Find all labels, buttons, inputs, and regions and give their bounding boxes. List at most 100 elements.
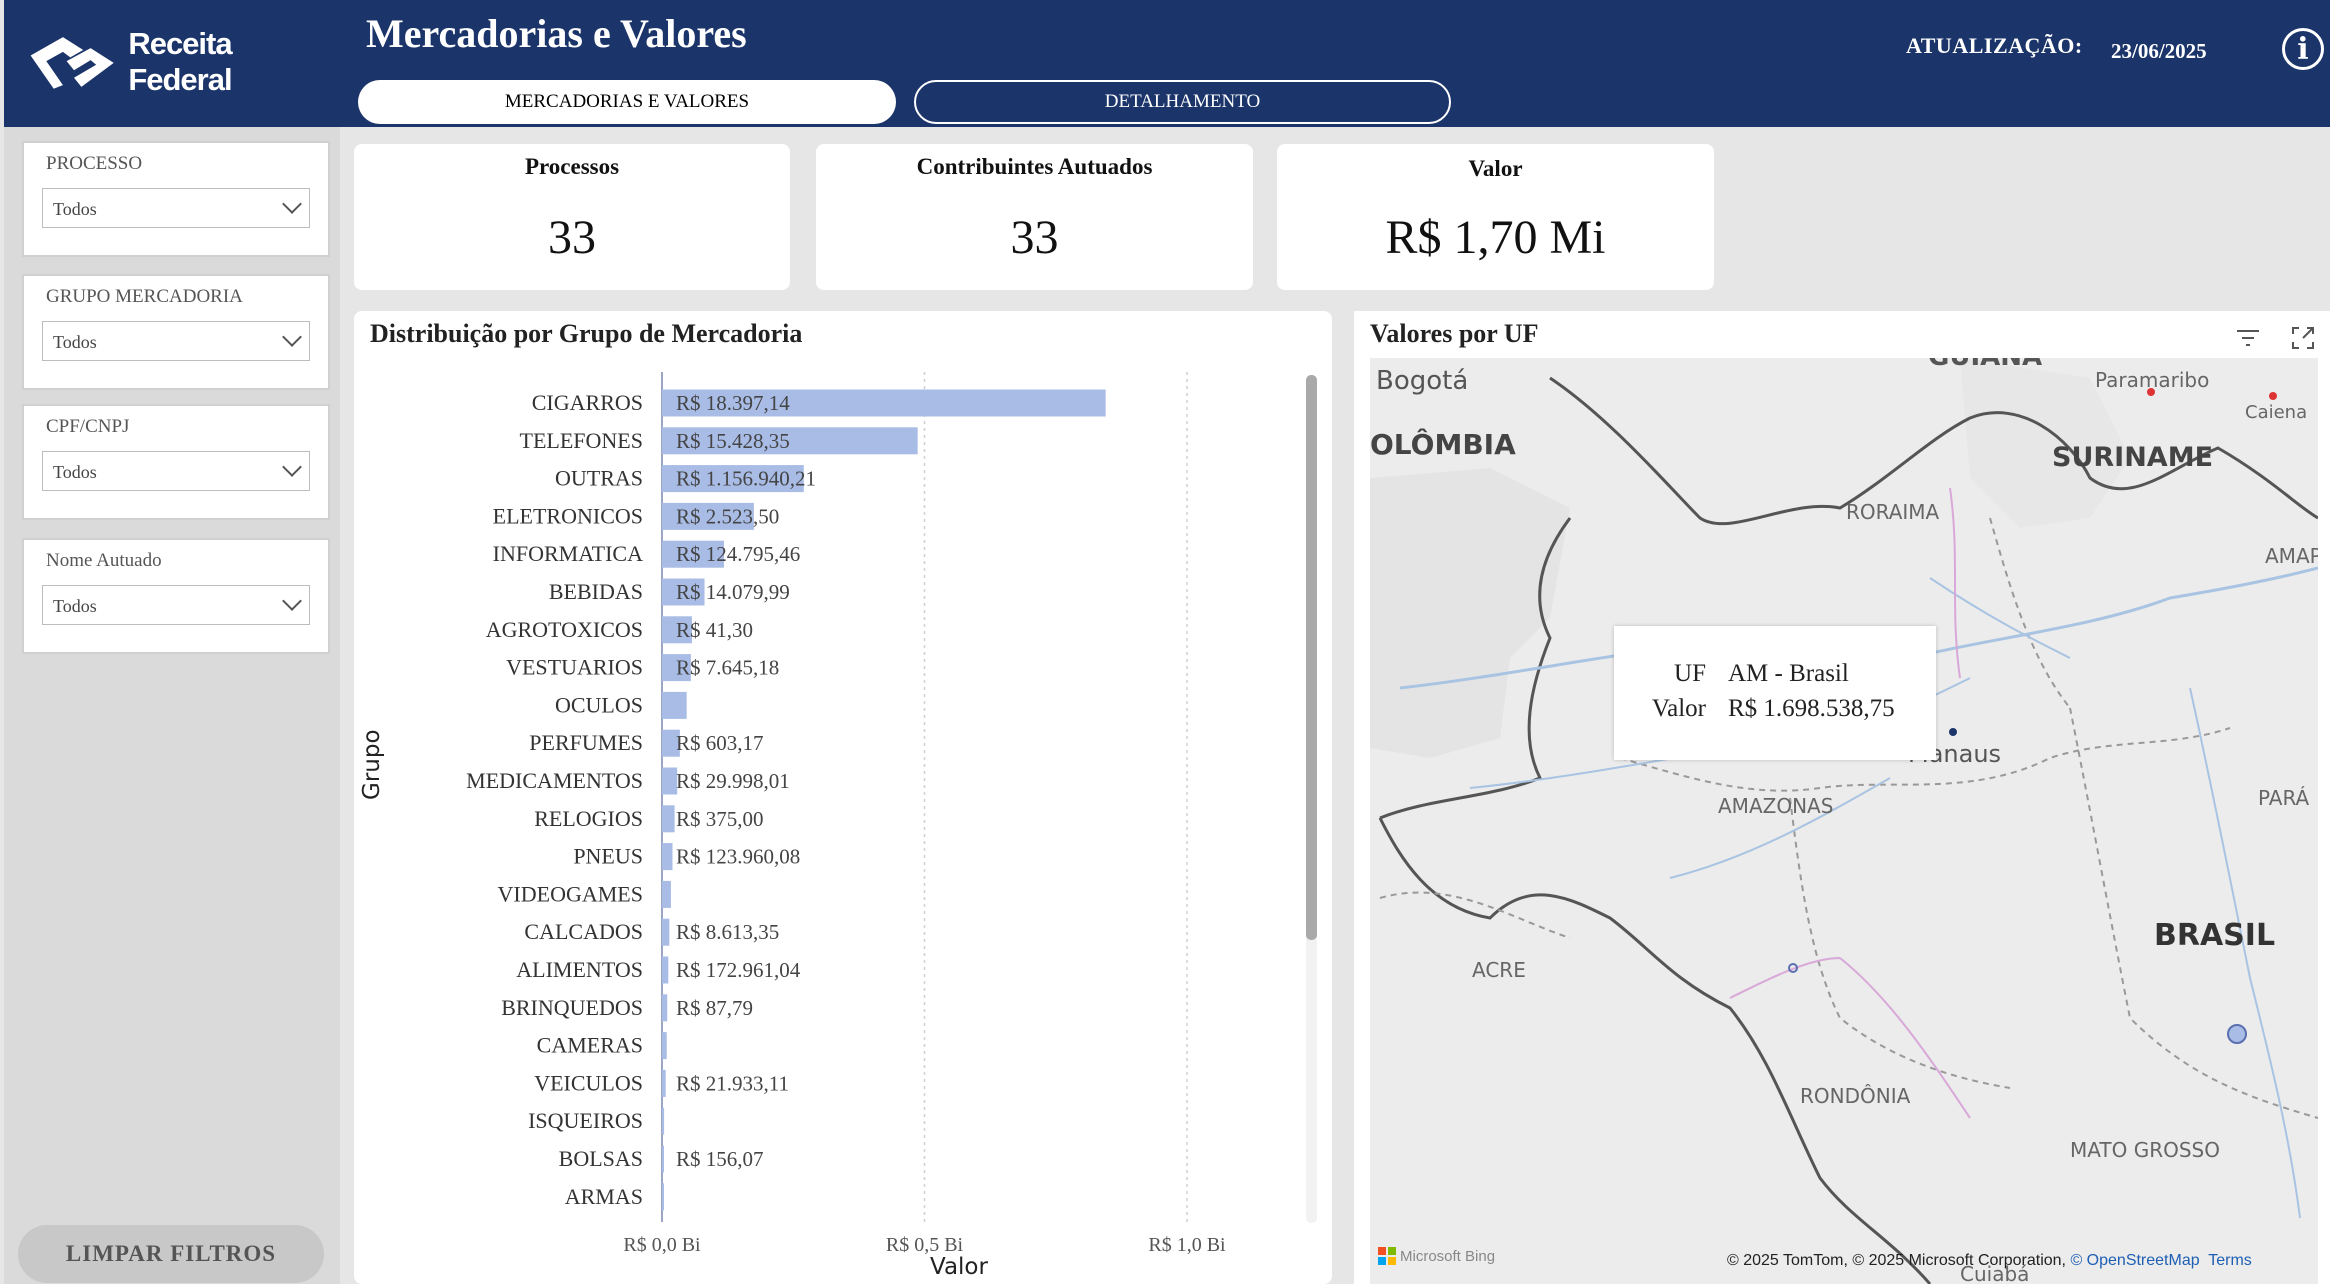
bar-outras xyxy=(662,465,804,493)
dropdown-value: Todos xyxy=(53,332,97,352)
map-attribution: © 2025 TomTom, © 2025 Microsoft Corporat… xyxy=(1727,1252,2252,1270)
tooltip-key: Valor xyxy=(1651,695,1706,722)
bar-veiculos xyxy=(662,1069,666,1097)
data-label: R$ 15.428,35 xyxy=(676,429,790,453)
bar-calcados xyxy=(662,918,670,946)
x-tick-label: R$ 0,5 Bi xyxy=(886,1234,964,1256)
dropdown-value: Todos xyxy=(53,462,97,482)
map-label-mato-grosso: MATO GROSSO xyxy=(2070,1138,2220,1162)
kpi-value: 33 xyxy=(1010,211,1059,264)
map-label-paramaribo: Paramaribo xyxy=(2095,368,2210,392)
map-label-para: PARÁ xyxy=(2258,786,2310,810)
update-date: 23/06/2025 xyxy=(2111,39,2207,63)
kpi-value: 33 xyxy=(548,211,596,264)
tooltip-key: UF xyxy=(1674,660,1706,687)
x-tick-label: R$ 0,0 Bi xyxy=(623,1234,701,1256)
kpi-value: R$ 1,70 Mi xyxy=(1385,211,1606,264)
tab-detalhamento[interactable]: DETALHAMENTO xyxy=(914,80,1451,124)
category-label: OCULOS xyxy=(555,692,643,717)
map-label-amazonas: AMAZONAS xyxy=(1718,794,1834,818)
filter-label: CPF/CNPJ xyxy=(46,416,130,437)
terms-link[interactable]: Terms xyxy=(2208,1252,2252,1269)
y-axis-label: Grupo xyxy=(359,729,385,800)
map-label-cuiaba: Cuiabá xyxy=(1960,1262,2030,1284)
bar-informatica xyxy=(662,540,724,568)
category-label: VESTUARIOS xyxy=(506,655,643,680)
data-label: R$ 7.645,18 xyxy=(676,656,779,680)
map-title: Valores por UF xyxy=(1370,319,1539,348)
bar-cigarros xyxy=(662,389,1106,417)
bar-medicamentos xyxy=(662,767,678,795)
bar-armas xyxy=(662,1183,664,1211)
map-canvas[interactable]: Bogotá OLÔMBIA GUIANA Paramaribo Caiena … xyxy=(1370,358,2318,1284)
kpi-card-contribuintes: Contribuintes Autuados 33 xyxy=(816,144,1253,290)
bar-cameras xyxy=(662,1032,667,1060)
data-label: R$ 156,07 xyxy=(676,1147,764,1171)
bar-pneus xyxy=(662,843,673,871)
data-label: R$ 14.079,99 xyxy=(676,580,790,604)
kpi-title: Contribuintes Autuados xyxy=(916,154,1153,179)
category-label: ARMAS xyxy=(565,1184,643,1209)
bar-perfumes xyxy=(662,729,680,757)
cpf-cnpj-dropdown[interactable]: Todos xyxy=(42,451,310,491)
filter-nome-autuado: Nome Autuado Todos xyxy=(22,538,330,654)
category-label: AGROTOXICOS xyxy=(486,617,643,642)
receita-logo-icon xyxy=(30,37,114,89)
x-axis-label: Valor xyxy=(930,1254,988,1280)
data-label: R$ 29.998,01 xyxy=(676,769,790,793)
category-label: BRINQUEDOS xyxy=(501,995,643,1020)
map-label-rondonia: RONDÔNIA xyxy=(1800,1084,1911,1108)
data-label: R$ 2.523,50 xyxy=(676,504,779,528)
category-label: OUTRAS xyxy=(555,466,643,491)
bing-text: Microsoft Bing xyxy=(1400,1247,1496,1265)
processo-dropdown[interactable]: Todos xyxy=(42,188,310,228)
category-label: RELOGIOS xyxy=(534,806,643,831)
tooltip-value: R$ 1.698.538,75 xyxy=(1728,695,1895,722)
page-title: Mercadorias e Valores xyxy=(366,11,747,56)
category-label: TELEFONES xyxy=(520,428,643,453)
category-label: MEDICAMENTOS xyxy=(466,768,643,793)
bar-chart-panel: Distribuição por Grupo de Mercadoria xyxy=(354,311,1332,1284)
bar-bolsas xyxy=(662,1145,664,1173)
filter-icon[interactable] xyxy=(2235,325,2261,351)
data-label: R$ 123.960,08 xyxy=(676,845,800,869)
update-label: ATUALIZAÇÃO: xyxy=(1906,33,2083,58)
data-label: R$ 603,17 xyxy=(676,731,764,755)
data-label: R$ 8.613,35 xyxy=(676,920,779,944)
map-label-colombia: OLÔMBIA xyxy=(1370,428,1516,461)
attribution-text: © 2025 TomTom, © 2025 Microsoft Corporat… xyxy=(1727,1252,2071,1269)
category-label: BOLSAS xyxy=(559,1146,643,1171)
category-label: PNEUS xyxy=(573,844,643,869)
kpi-title: Processos xyxy=(524,154,620,179)
category-label: VIDEOGAMES xyxy=(498,881,643,906)
filter-label: GRUPO MERCADORIA xyxy=(46,286,243,307)
map-label-brasil: BRASIL xyxy=(2154,918,2276,953)
filter-label: PROCESSO xyxy=(46,153,143,174)
info-icon[interactable]: i xyxy=(2282,28,2324,70)
bar-brinquedos xyxy=(662,994,668,1022)
focus-mode-icon[interactable] xyxy=(2290,325,2316,351)
chart-title: Distribuição por Grupo de Mercadoria xyxy=(370,319,803,348)
grupo-mercadoria-dropdown[interactable]: Todos xyxy=(42,321,310,361)
header-bar: Receita Federal Mercadorias e Valores AT… xyxy=(4,0,2330,127)
category-label: INFORMATICA xyxy=(493,541,643,566)
openstreetmap-link[interactable]: © OpenStreetMap xyxy=(2070,1252,2200,1269)
filter-cpf-cnpj: CPF/CNPJ Todos xyxy=(22,404,330,520)
data-label: R$ 87,79 xyxy=(676,996,753,1020)
bar-bebidas xyxy=(662,578,705,606)
category-label: CALCADOS xyxy=(524,919,643,944)
filter-sidebar: PROCESSO Todos GRUPO MERCADORIA Todos CP… xyxy=(4,127,340,1284)
data-label: R$ 375,00 xyxy=(676,807,764,831)
tab-mercadorias-e-valores[interactable]: MERCADORIAS E VALORES xyxy=(358,80,896,124)
map-label-suriname: SURINAME xyxy=(2052,442,2214,473)
category-label: ALIMENTOS xyxy=(516,957,643,982)
filter-grupo-mercadoria: GRUPO MERCADORIA Todos xyxy=(22,274,330,390)
bar-eletronicos xyxy=(662,502,754,530)
nome-autuado-dropdown[interactable]: Todos xyxy=(42,585,310,625)
bar-videogames xyxy=(662,880,671,908)
chart-scrollbar-thumb[interactable] xyxy=(1306,375,1317,940)
category-label: BEBIDAS xyxy=(549,579,643,604)
clear-filters-button[interactable]: LIMPAR FILTROS xyxy=(18,1225,324,1283)
map-label-roraima: RORAIMA xyxy=(1846,500,1940,524)
